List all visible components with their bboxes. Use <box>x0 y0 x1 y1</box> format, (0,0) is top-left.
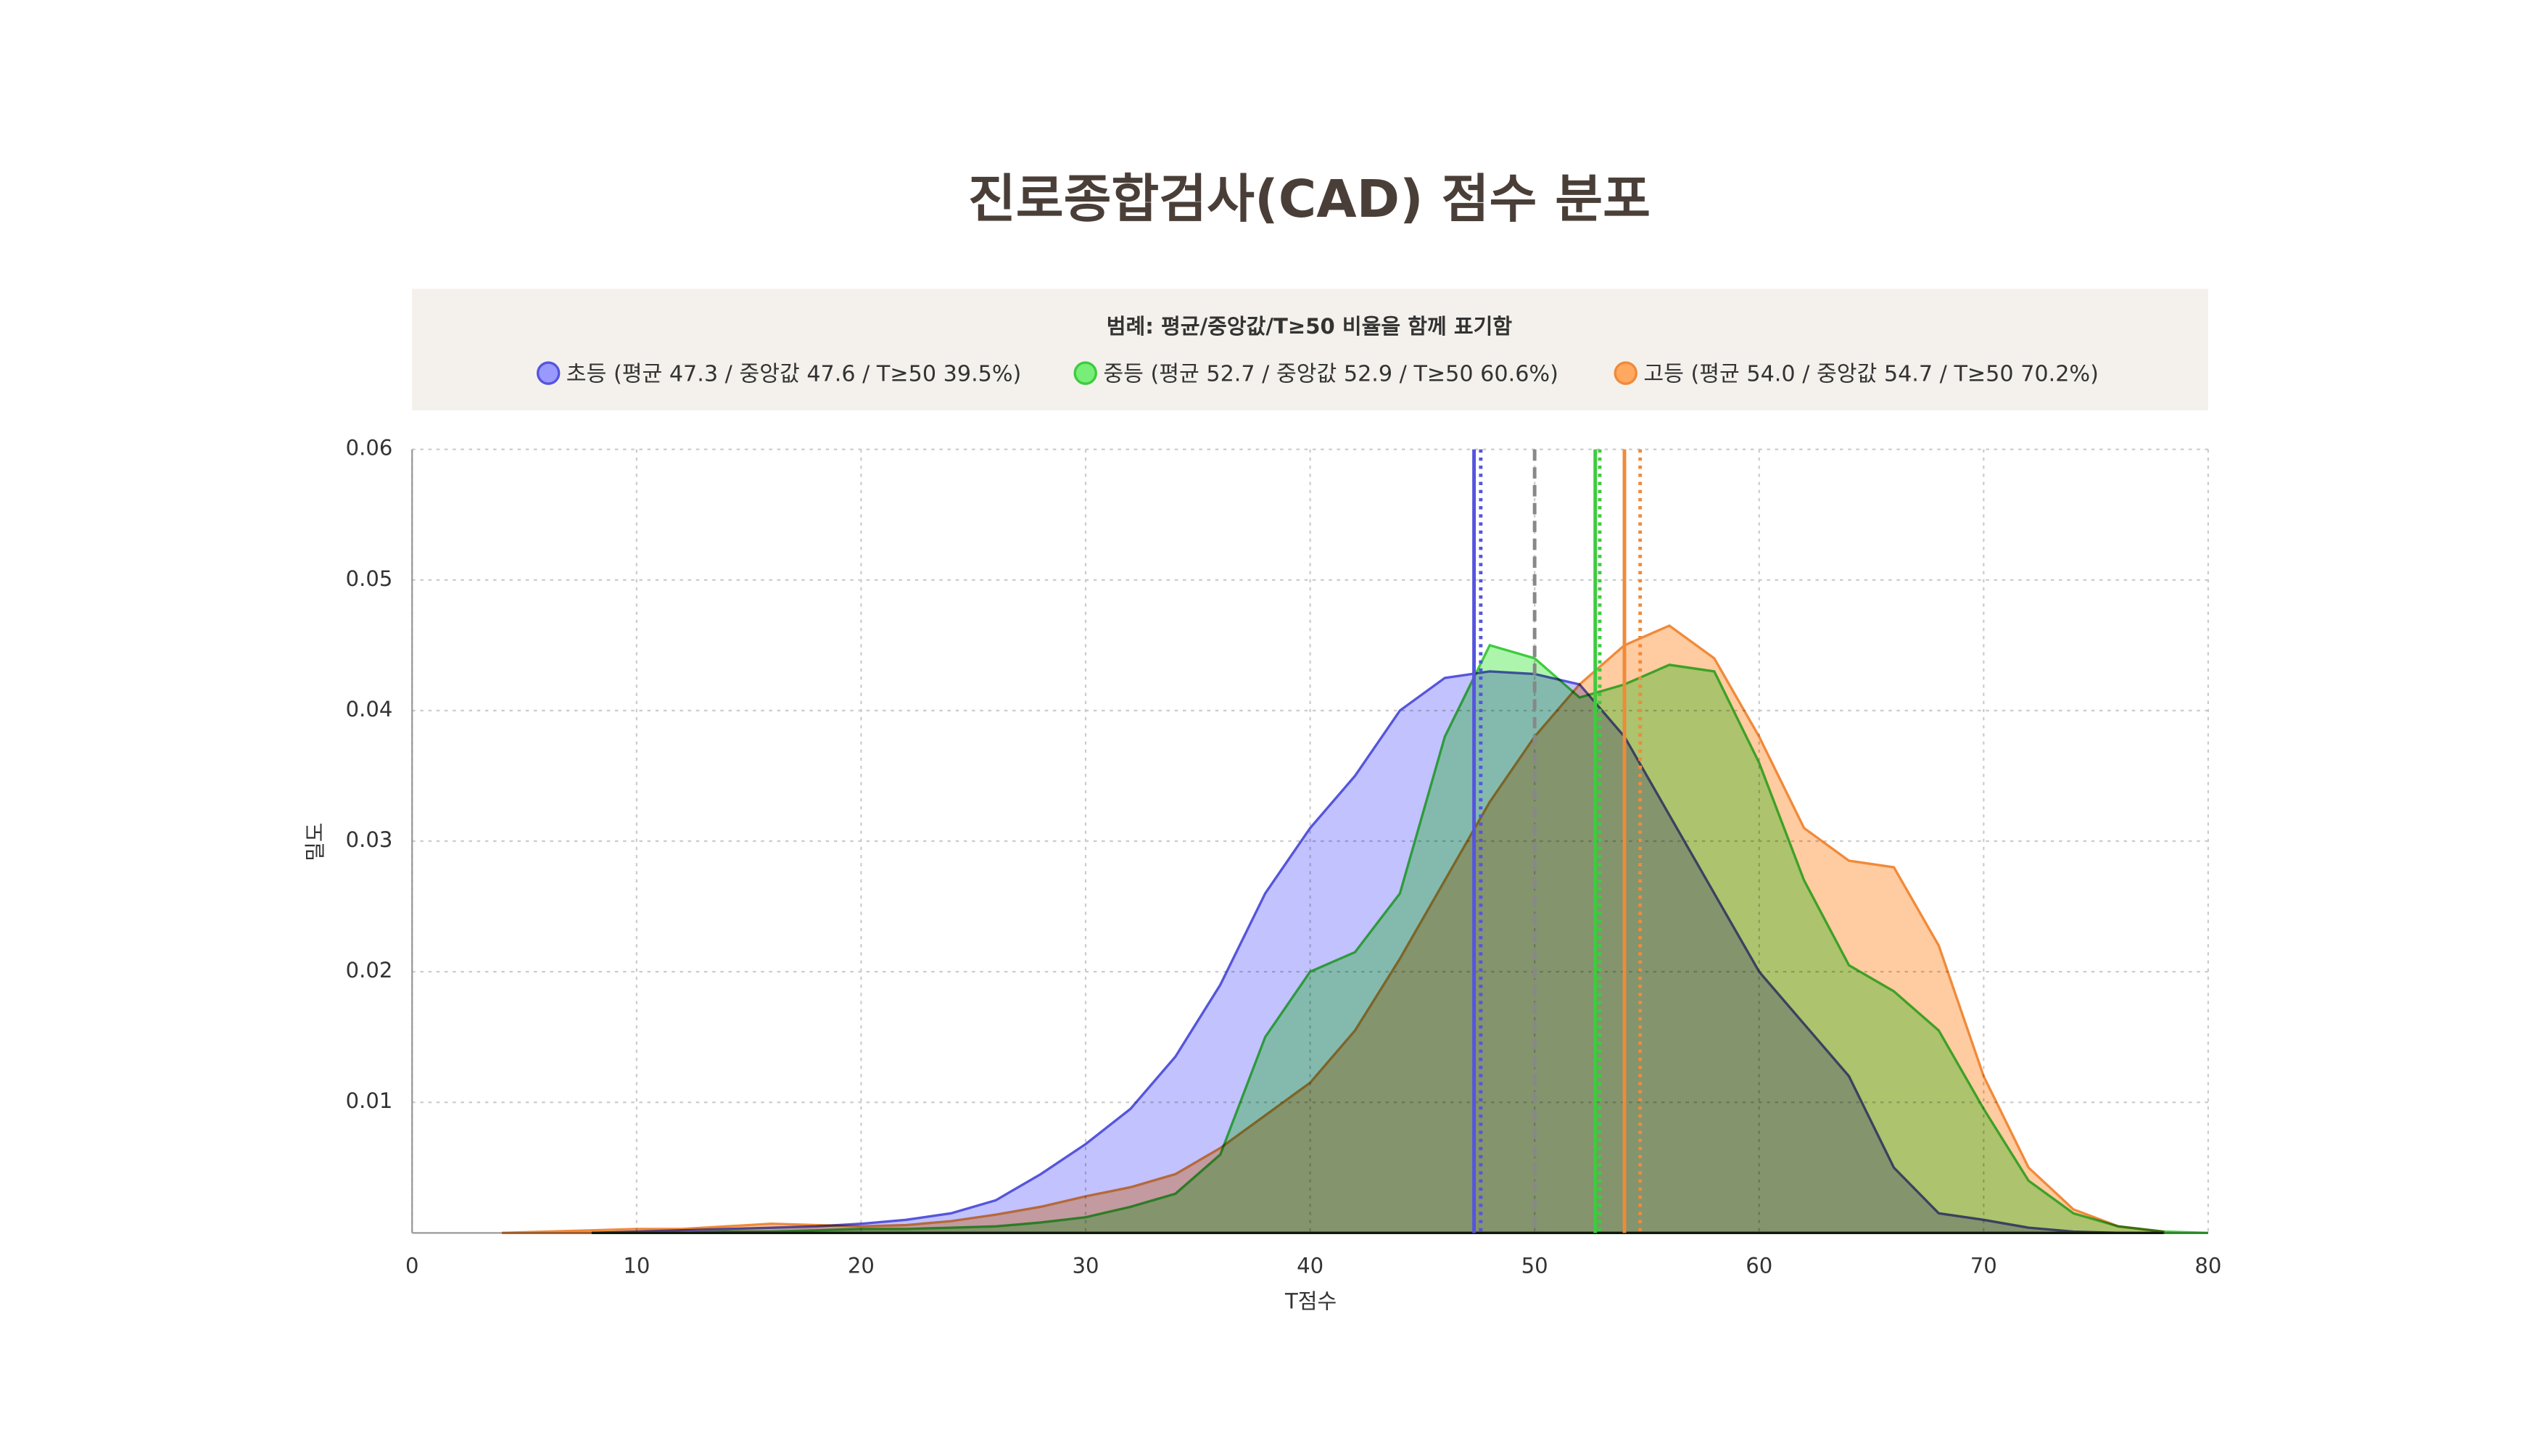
chart-title: 진로종합검사(CAD) 점수 분포 <box>968 169 1651 229</box>
legend-marker <box>1614 361 1638 385</box>
x-tick-label: 70 <box>1970 1253 1997 1278</box>
y-tick-label: 0.04 <box>346 697 393 721</box>
x-tick-label: 60 <box>1746 1253 1772 1278</box>
y-tick-label: 0.03 <box>346 827 393 852</box>
legend-title: 범례: 평균/중앙값/T≥50 비율을 함께 표기함 <box>1107 314 1513 339</box>
density-area <box>502 624 2165 1235</box>
legend-marker <box>536 361 561 385</box>
x-tick-label: 80 <box>2194 1253 2221 1278</box>
legend-marker <box>1073 361 1097 385</box>
y-axis-label: 밀도 <box>302 822 327 861</box>
legend-label: 초등 (평균 47.3 / 중앙값 47.6 / T≥50 39.5%) <box>566 361 1022 386</box>
x-tick-label: 20 <box>848 1253 875 1278</box>
y-tick-label: 0.02 <box>346 958 393 983</box>
x-tick-label: 10 <box>623 1253 650 1278</box>
x-tick-label: 30 <box>1072 1253 1099 1278</box>
y-tick-label: 0.06 <box>346 436 393 460</box>
x-tick-label: 50 <box>1521 1253 1548 1278</box>
y-tick-label: 0.01 <box>346 1088 393 1113</box>
x-axis-label: T점수 <box>1284 1289 1337 1314</box>
y-tick-label: 0.05 <box>346 566 393 591</box>
legend-label: 고등 (평균 54.0 / 중앙값 54.7 / T≥50 70.2%) <box>1643 361 2099 386</box>
legend-label: 중등 (평균 52.7 / 중앙값 52.9 / T≥50 60.6%) <box>1103 361 1558 386</box>
legend-box <box>412 289 2208 411</box>
x-tick-label: 40 <box>1297 1253 1323 1278</box>
x-tick-label: 0 <box>405 1253 419 1278</box>
